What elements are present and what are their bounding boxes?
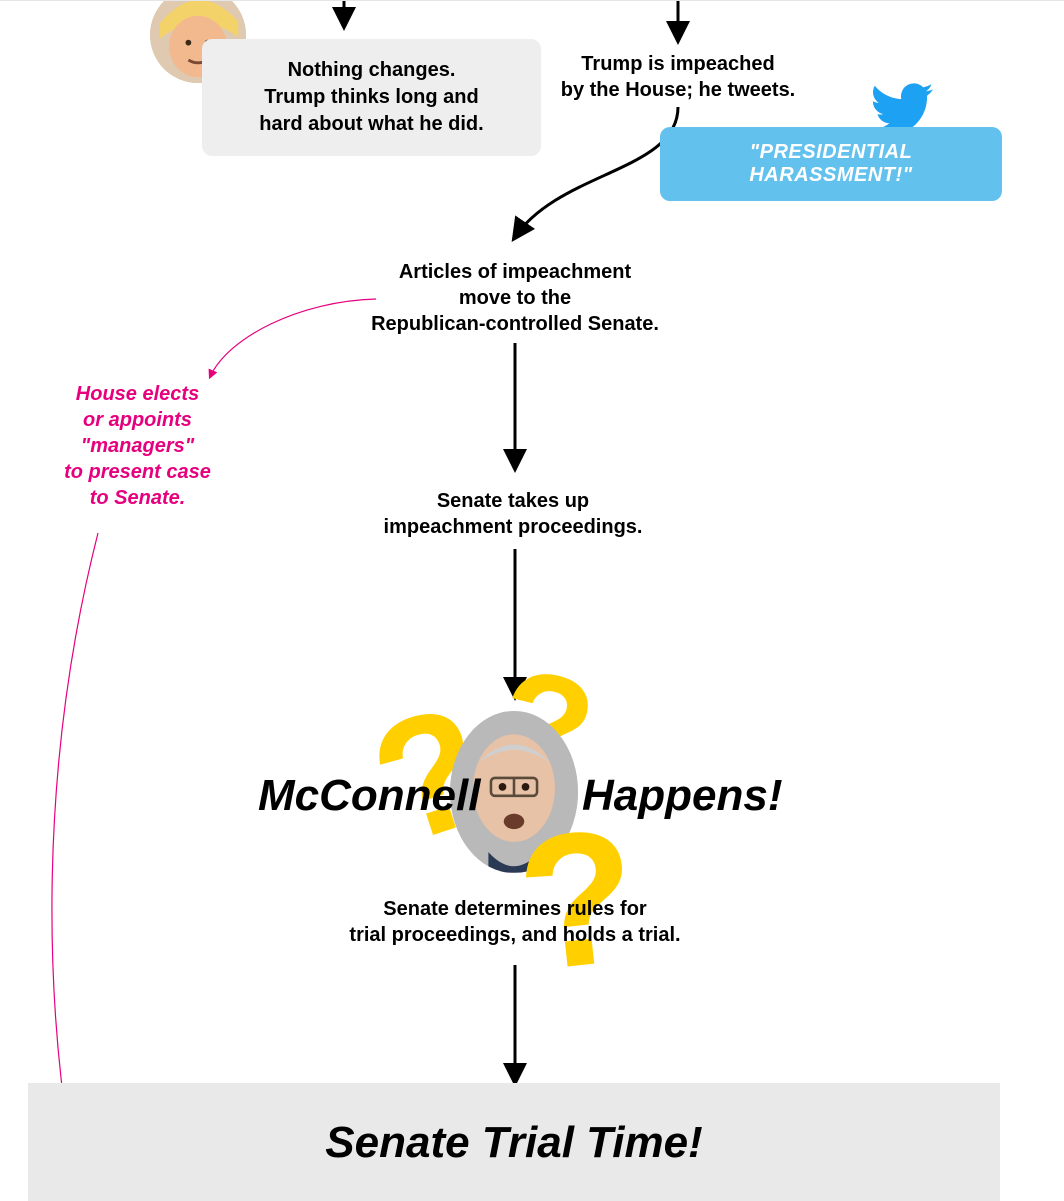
node-tweet: "PRESIDENTIAL HARASSMENT!"	[660, 127, 1002, 201]
mcconnell-left-text: McConnell	[258, 771, 480, 820]
mcconnell-headline-left: McConnell	[258, 771, 480, 821]
node-articles-text: Articles of impeachment move to the Repu…	[371, 261, 659, 335]
node-senate-takes-up-text: Senate takes up impeachment proceedings.	[384, 490, 643, 538]
node-nothing-changes-text: Nothing changes. Trump thinks long and h…	[259, 59, 483, 135]
node-senate-rules: Senate determines rules for trial procee…	[338, 896, 692, 948]
node-impeached: Trump is impeached by the House; he twee…	[548, 51, 808, 103]
node-articles: Articles of impeachment move to the Repu…	[360, 259, 670, 337]
node-nothing-changes: Nothing changes. Trump thinks long and h…	[202, 39, 541, 156]
mcconnell-right-text: Happens!	[582, 771, 782, 820]
flowchart-canvas: Nothing changes. Trump thinks long and h…	[0, 0, 1064, 1201]
senate-trial-headline: Senate Trial Time!	[0, 1118, 1028, 1168]
node-tweet-text: "PRESIDENTIAL HARASSMENT!"	[749, 141, 912, 186]
node-senate-takes-up: Senate takes up impeachment proceedings.	[373, 488, 653, 540]
mcconnell-headline-right: Happens!	[582, 771, 782, 821]
senate-trial-text: Senate Trial Time!	[325, 1118, 702, 1167]
arrow-a-pink-managers	[210, 299, 376, 377]
node-senate-rules-text: Senate determines rules for trial procee…	[349, 898, 680, 946]
node-house-managers: House elects or appoints "managers" to p…	[55, 381, 220, 511]
node-house-managers-text: House elects or appoints "managers" to p…	[64, 383, 211, 509]
node-impeached-text: Trump is impeached by the House; he twee…	[561, 53, 796, 101]
